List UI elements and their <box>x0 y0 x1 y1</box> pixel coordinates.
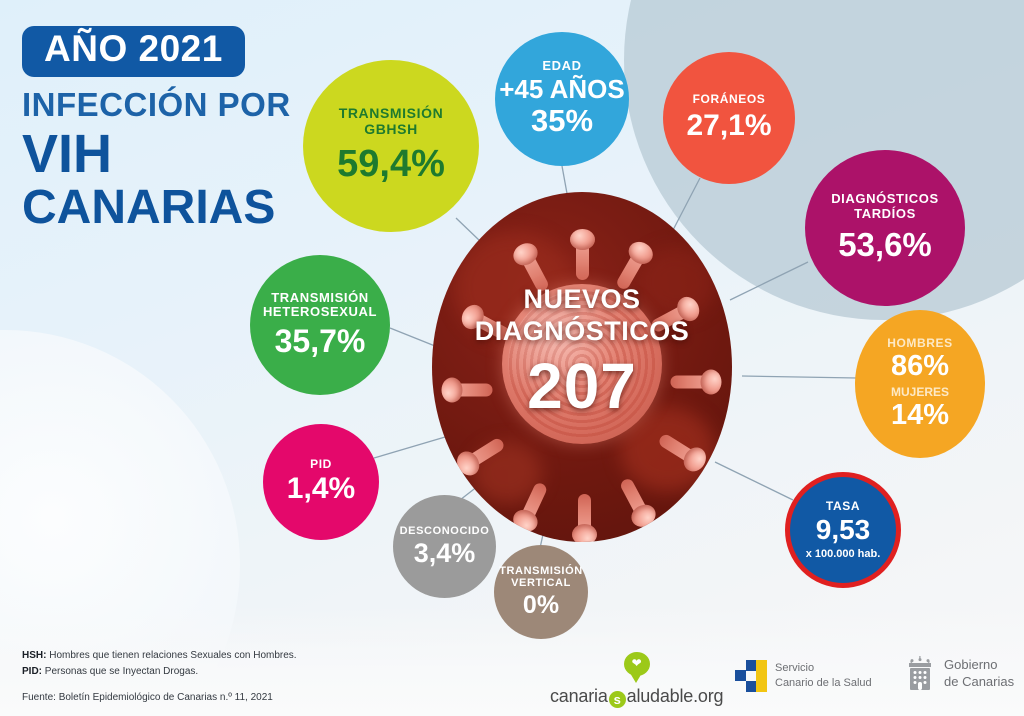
bubble-value-age: +45 AÑOS <box>499 74 625 105</box>
central-virus-graphic: NUEVOS DIAGNÓSTICOS 207 <box>432 192 732 542</box>
source-line: Fuente: Boletín Epidemiológico de Canari… <box>22 692 273 703</box>
bubble-value-hombres: 86% <box>890 350 950 383</box>
title-line-3: CANARIAS <box>22 181 276 235</box>
footnote-pid-key: PID: <box>22 665 42 677</box>
speech-bubble-heart-icon: ❤ <box>623 652 650 683</box>
bubble-label-2: GBHSH <box>364 120 418 137</box>
bubble-transmision-heterosexual[interactable]: TRANSMISIÓN HETEROSEXUAL 35,7% <box>250 255 390 395</box>
bubble-value: 3,4% <box>413 538 476 569</box>
footnotes-block: HSH: Hombres que tienen relaciones Sexua… <box>22 648 297 706</box>
year-badge: AÑO 2021 <box>22 26 245 77</box>
bubble-label: FORÁNEOS <box>692 92 766 107</box>
bubble-label-2: VERTICAL <box>511 577 571 589</box>
virus-spike-icon <box>452 383 493 397</box>
heart-icon: ❤ <box>631 656 642 670</box>
bubble-label-hombres: HOMBRES <box>887 335 953 350</box>
logo-text-pre: canaria <box>550 686 608 706</box>
bubble-transmision-vertical[interactable]: TRANSMISIÓN VERTICAL 0% <box>494 545 588 639</box>
bubble-label: EDAD <box>542 57 582 73</box>
scs-line-2: Canario de la Salud <box>775 677 872 689</box>
logo-gobierno-canarias[interactable]: Gobierno de Canarias <box>905 656 1014 692</box>
bubble-value: 53,6% <box>838 225 932 263</box>
bubble-value: 9,53 <box>815 514 871 546</box>
bubble-label: DESCONOCIDO <box>399 524 490 537</box>
bubble-value: 35,7% <box>274 322 366 359</box>
logo-canarias-saludable[interactable]: ❤ canaria s aludable.org <box>550 652 724 708</box>
bubble-sexo[interactable]: HOMBRES 86% MUJERES 14% <box>855 310 985 458</box>
gc-line-1: Gobierno <box>944 657 998 673</box>
bubble-edad[interactable]: EDAD +45 AÑOS 35% <box>495 32 629 166</box>
bubble-value: 1,4% <box>286 472 356 506</box>
bubble-label: PID <box>310 456 332 471</box>
bubble-label-2: TARDÍOS <box>854 206 916 222</box>
footnote-hsh-key: HSH: <box>22 650 47 661</box>
connector-foraneos <box>671 177 701 233</box>
header-block: AÑO 2021 INFECCIÓN POR VIH CANARIAS <box>22 26 322 234</box>
logo-servicio-canario-salud[interactable]: Servicio Canario de la Salud <box>735 660 872 692</box>
title-line-1: INFECCIÓN POR <box>22 85 291 123</box>
connector-sexo <box>741 375 858 379</box>
virus-spike-icon <box>578 494 591 534</box>
footnote-hsh: HSH: Hombres que tienen relaciones Sexua… <box>22 648 297 664</box>
bubble-label: TRANSMISIÓN <box>271 289 369 305</box>
virion-body <box>502 284 662 444</box>
bubble-value-mujeres: 14% <box>890 398 950 431</box>
bubble-label: TASA <box>825 498 861 513</box>
bubble-value: 35% <box>530 103 594 139</box>
bubble-label: TRANSMISIÓN <box>499 564 583 577</box>
logo-s-badge: s <box>608 691 626 708</box>
bubble-tasa[interactable]: TASA 9,53 x 100.000 hab. <box>785 472 901 588</box>
logo-text-post: aludable.org <box>626 686 724 706</box>
connector-tasa <box>714 461 794 501</box>
footnote-pid-text: Personas que se Inyectan Drogas. <box>42 665 199 677</box>
footnote-hsh-text: Hombres que tienen relaciones Sexuales c… <box>46 650 297 661</box>
footnote-pid: PID: Personas que se Inyectan Drogas. <box>22 664 297 680</box>
bubble-sublabel: x 100.000 hab. <box>805 547 881 560</box>
bubble-value: 27,1% <box>686 108 772 142</box>
bubble-desconocido[interactable]: DESCONOCIDO 3,4% <box>393 495 496 598</box>
bubble-pid[interactable]: PID 1,4% <box>263 424 379 540</box>
connector-heterosexual <box>389 327 441 349</box>
bubble-label-mujeres: MUJERES <box>890 384 949 399</box>
bubble-label-2: HETEROSEXUAL <box>262 304 378 320</box>
bubble-foraneos[interactable]: FORÁNEOS 27,1% <box>663 52 795 184</box>
bubble-value: 0% <box>522 591 560 620</box>
virus-spike-icon <box>570 229 595 280</box>
logo-canarias-saludable-text: canaria s aludable.org <box>550 686 724 708</box>
title-line-2: VIH <box>22 124 113 185</box>
bubble-value: 59,4% <box>337 143 445 186</box>
gobierno-canarias-text: Gobierno de Canarias <box>944 657 1014 691</box>
bubble-label: DIAGNÓSTICOS <box>831 191 939 207</box>
virus-background-circle <box>432 192 732 542</box>
bubble-diagnosticos-tardios[interactable]: DIAGNÓSTICOS TARDÍOS 53,6% <box>805 150 965 306</box>
bubble-transmision-gbhsh[interactable]: TRANSMISIÓN GBHSH 59,4% <box>303 60 479 232</box>
scs-cross-icon <box>735 660 767 692</box>
virus-spike-icon <box>670 375 711 389</box>
gc-line-2: de Canarias <box>944 674 1015 689</box>
connector-diagnosticos <box>729 261 809 301</box>
canary-crest-icon <box>909 656 931 690</box>
scs-text: Servicio Canario de la Salud <box>775 661 872 691</box>
bubble-label: TRANSMISIÓN <box>338 105 444 122</box>
scs-line-1: Servicio <box>775 662 815 675</box>
logo-bar: ❤ canaria s aludable.org Servicio Canario … <box>545 640 1014 710</box>
